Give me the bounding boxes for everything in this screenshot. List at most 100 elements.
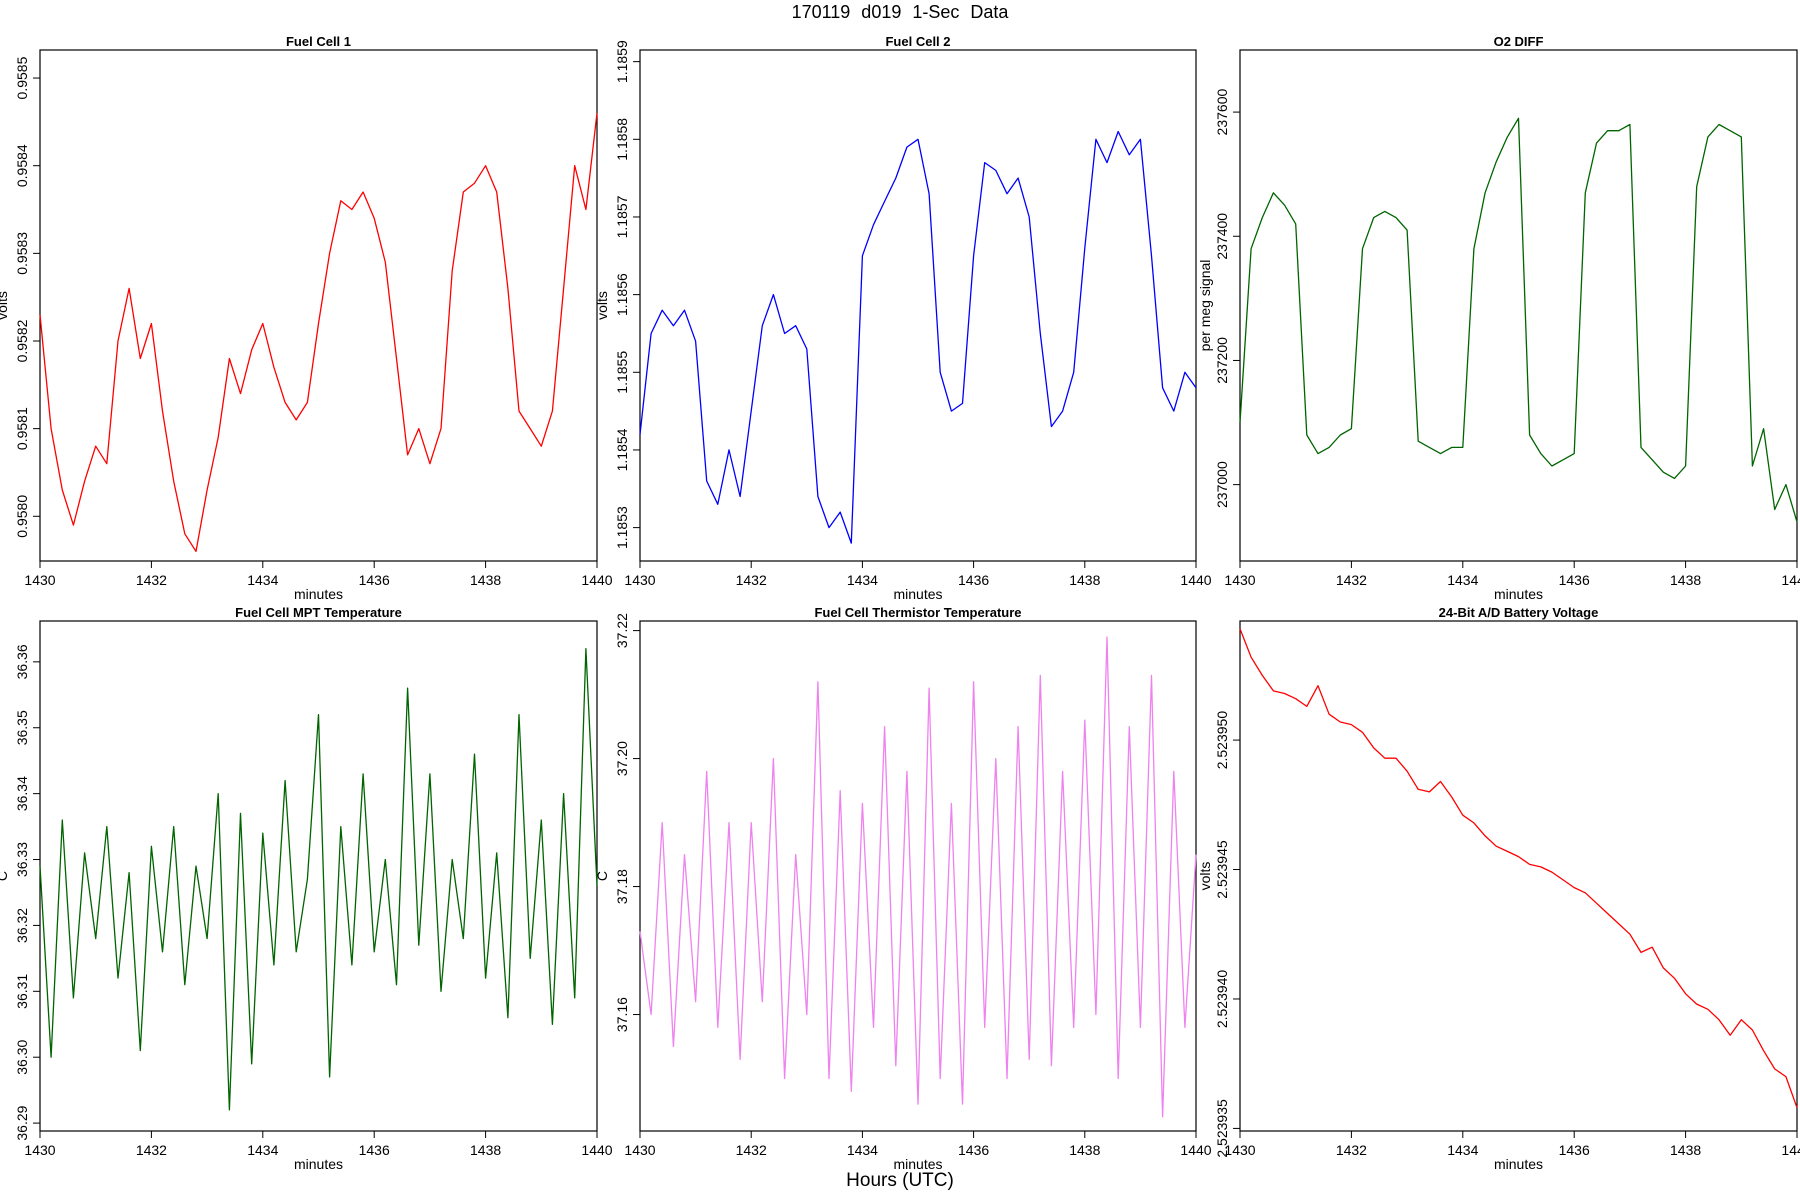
chart-title: 24-Bit A/D Battery Voltage — [1439, 605, 1599, 620]
x-tick-label: 1432 — [1336, 1142, 1367, 1158]
x-tick-label: 1440 — [1781, 1142, 1800, 1158]
x-tick-label: 1434 — [247, 572, 278, 588]
y-tick-label: 237200 — [1214, 337, 1230, 384]
y-axis-label: volts — [1197, 862, 1213, 891]
y-tick-label: 0.9581 — [14, 407, 30, 450]
chart-panel-5: Fuel Cell Thermistor Temperature 1430 1432… — [594, 605, 1212, 1172]
y-tick-label: 237400 — [1214, 213, 1230, 260]
chart-panel-1: Fuel Cell 1 1430 1432 1434 1436 1438 1440 minut… — [0, 34, 613, 602]
series-line-1 — [639, 130, 1197, 544]
y-tick-label: 1.1854 — [614, 428, 630, 471]
chart-title: Fuel Cell MPT Temperature — [235, 605, 402, 620]
x-tick-label: 1436 — [1559, 1142, 1590, 1158]
y-tick-label: 36.29 — [14, 1105, 30, 1140]
x-tick-label: 1440 — [581, 1142, 612, 1158]
x-tick-label: 1430 — [1224, 572, 1255, 588]
x-tick-label: 1430 — [624, 572, 655, 588]
x-tick-label: 1438 — [1069, 1142, 1100, 1158]
y-tick-label: 36.35 — [14, 710, 30, 745]
y-tick-label: 37.16 — [614, 997, 630, 1032]
x-axis-label: minutes — [1494, 1156, 1543, 1172]
y-tick-label: 0.9585 — [14, 56, 30, 99]
y-tick-label: 2.523940 — [1214, 970, 1230, 1029]
plot-frame — [639, 620, 1197, 1132]
chart-panel-2: Fuel Cell 2 1430 1432 1434 1436 1438 1440 minut… — [594, 34, 1212, 602]
y-tick-label: 1.1856 — [614, 273, 630, 316]
y-axis-label: C — [0, 871, 10, 881]
figure-x-axis-label: Hours (UTC) — [846, 1170, 954, 1191]
y-tick-label: 2.523945 — [1214, 840, 1230, 899]
y-tick-label: 36.36 — [14, 644, 30, 679]
series-line-1 — [1239, 628, 1798, 1108]
x-tick-label: 1432 — [136, 1142, 167, 1158]
y-tick-label: 36.31 — [14, 974, 30, 1009]
chart-title: Fuel Cell Thermistor Temperature — [814, 605, 1021, 620]
y-tick-label: 1.1859 — [614, 40, 630, 83]
y-tick-label: 36.33 — [14, 842, 30, 877]
y-tick-label: 36.30 — [14, 1039, 30, 1074]
chart-title: Fuel Cell 1 — [286, 34, 351, 49]
chart-title: Fuel Cell 2 — [885, 34, 950, 49]
x-tick-label: 1434 — [1447, 572, 1478, 588]
x-tick-label: 1438 — [1670, 572, 1701, 588]
x-tick-label: 1434 — [847, 1142, 878, 1158]
x-axis-label: minutes — [893, 1156, 942, 1172]
x-tick-label: 1432 — [736, 1142, 767, 1158]
x-tick-label: 1438 — [470, 572, 501, 588]
x-tick-label: 1432 — [736, 572, 767, 588]
y-axis-label: volts — [0, 291, 10, 320]
x-tick-label: 1436 — [958, 1142, 989, 1158]
y-tick-label: 36.34 — [14, 776, 30, 811]
y-tick-label: 1.1853 — [614, 506, 630, 549]
x-axis-label: minutes — [294, 586, 343, 602]
y-tick-label: 2.523950 — [1214, 711, 1230, 770]
series-line-1 — [1239, 117, 1798, 523]
x-tick-label: 1434 — [1447, 1142, 1478, 1158]
y-tick-label: 0.9582 — [14, 319, 30, 362]
x-tick-label: 1430 — [24, 572, 55, 588]
x-tick-label: 1438 — [1670, 1142, 1701, 1158]
x-tick-label: 1430 — [624, 1142, 655, 1158]
y-tick-label: 37.22 — [614, 613, 630, 648]
y-tick-label: 2.523935 — [1214, 1099, 1230, 1158]
x-tick-label: 1440 — [1180, 572, 1211, 588]
y-axis-label: per meg signal — [1197, 260, 1213, 352]
x-tick-label: 1434 — [247, 1142, 278, 1158]
x-tick-label: 1436 — [1559, 572, 1590, 588]
x-tick-label: 1436 — [359, 572, 390, 588]
y-tick-label: 0.9583 — [14, 232, 30, 275]
y-tick-label: 1.1857 — [614, 195, 630, 238]
x-tick-label: 1436 — [359, 1142, 390, 1158]
x-tick-label: 1434 — [847, 572, 878, 588]
x-axis-label: minutes — [1494, 586, 1543, 602]
y-tick-label: 0.9584 — [14, 144, 30, 187]
series-line-1 — [639, 636, 1197, 1118]
y-axis-label: volts — [594, 291, 610, 320]
x-tick-label: 1430 — [24, 1142, 55, 1158]
y-tick-label: 0.9580 — [14, 495, 30, 538]
x-tick-label: 1432 — [1336, 572, 1367, 588]
y-tick-label: 36.32 — [14, 908, 30, 943]
chart-panel-3: O2 DIFF 1430 1432 1434 1436 1438 1440 minutes 23… — [1197, 34, 1800, 602]
chart-panel-6: 24-Bit A/D Battery Voltage 1430 1432 1434 14… — [1197, 605, 1800, 1172]
x-tick-label: 1436 — [958, 572, 989, 588]
x-tick-label: 1438 — [470, 1142, 501, 1158]
series-line-1 — [39, 113, 598, 553]
x-tick-label: 1438 — [1069, 572, 1100, 588]
plot-frame — [1239, 49, 1798, 562]
y-tick-label: 1.1858 — [614, 118, 630, 161]
plot-frame — [1239, 620, 1798, 1132]
chart-panel-4: Fuel Cell MPT Temperature 1430 1432 1434 143… — [0, 605, 613, 1172]
x-axis-label: minutes — [893, 586, 942, 602]
x-tick-label: 1440 — [581, 572, 612, 588]
y-tick-label: 237000 — [1214, 461, 1230, 508]
x-tick-label: 1440 — [1781, 572, 1800, 588]
figure-title: 170119 d019 1-Sec Data — [791, 2, 1009, 22]
x-tick-label: 1432 — [136, 572, 167, 588]
y-tick-label: 37.20 — [614, 741, 630, 776]
y-axis-label: C — [594, 871, 610, 881]
x-tick-label: 1440 — [1180, 1142, 1211, 1158]
chart-title: O2 DIFF — [1494, 34, 1544, 49]
plot-frame — [639, 49, 1197, 562]
